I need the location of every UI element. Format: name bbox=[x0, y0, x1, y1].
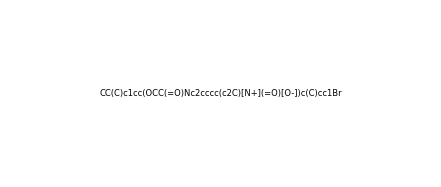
Text: CC(C)c1cc(OCC(=O)Nc2cccc(c2C)[N+](=O)[O-])c(C)cc1Br: CC(C)c1cc(OCC(=O)Nc2cccc(c2C)[N+](=O)[O-… bbox=[99, 89, 342, 98]
